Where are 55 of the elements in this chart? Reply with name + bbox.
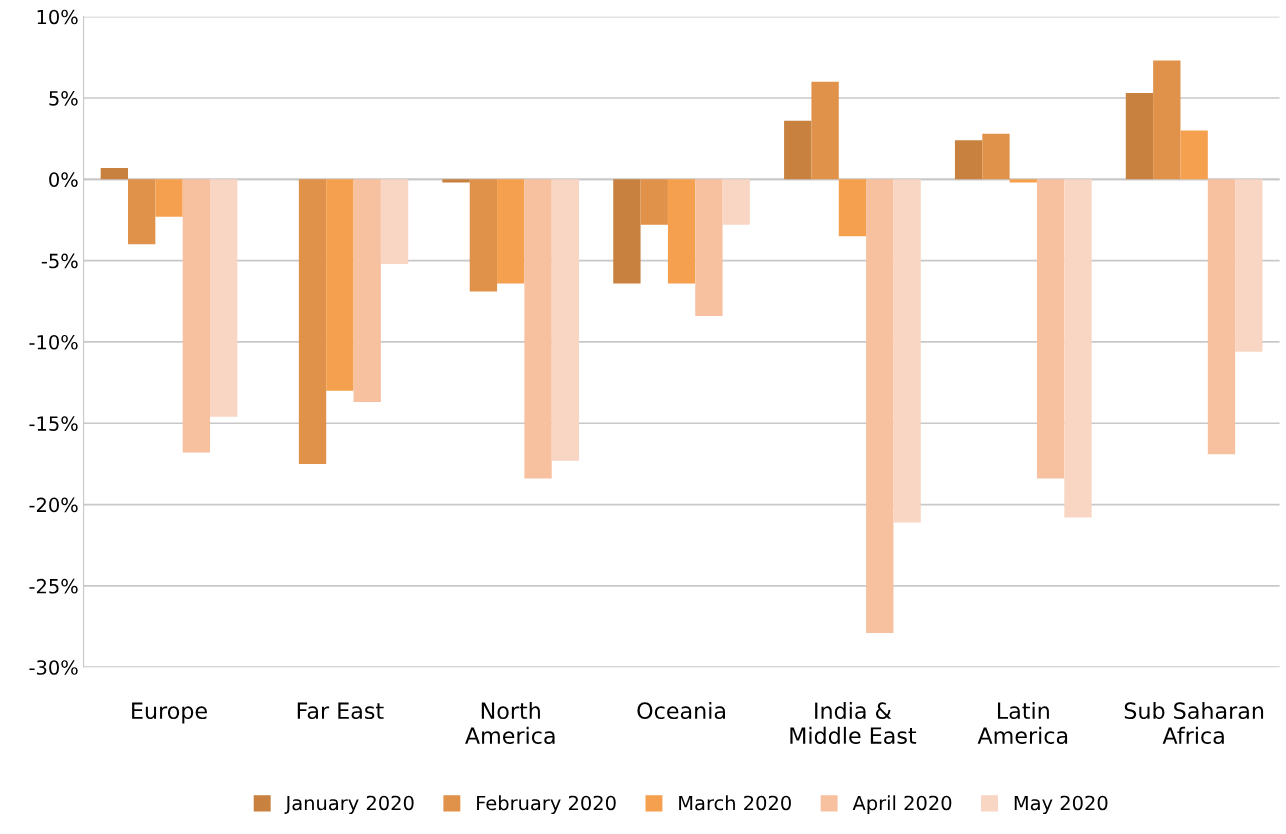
bar	[155, 179, 183, 217]
x-tick-label: Latin America	[977, 701, 1068, 745]
y-tick-label: -10%	[29, 334, 78, 350]
bar	[1009, 179, 1037, 183]
bar	[722, 179, 750, 225]
legend-label: January 2020	[284, 795, 414, 815]
y-tick-label: 0%	[49, 172, 78, 187]
bar	[524, 179, 552, 479]
bar	[1207, 179, 1236, 455]
y-tick-label: -20%	[29, 497, 78, 513]
bar	[838, 179, 867, 237]
bar	[469, 179, 498, 292]
y-tick-label: -30%	[29, 660, 78, 675]
bar	[1235, 179, 1263, 352]
bar	[442, 179, 470, 183]
y-tick-label: -25%	[29, 578, 78, 594]
bar	[1153, 60, 1181, 180]
y-tick-label: -5%	[41, 253, 78, 269]
legend-label: April 2020	[852, 795, 952, 815]
bar	[695, 179, 723, 316]
bar	[954, 140, 983, 180]
bar	[497, 179, 525, 284]
legend-label: March 2020	[679, 795, 791, 811]
bar	[1125, 93, 1154, 180]
bar	[613, 179, 641, 284]
bar	[811, 81, 839, 180]
x-tick-label: North America	[465, 701, 555, 745]
bar	[128, 179, 156, 245]
bar	[982, 133, 1010, 180]
x-tick-label: Sub Saharan Africa	[1124, 701, 1264, 745]
bar	[1036, 179, 1065, 479]
bar	[326, 179, 354, 391]
x-tick-label: Europe	[132, 702, 207, 724]
bar	[100, 167, 129, 180]
x-tick-label: Oceania	[637, 701, 725, 720]
bar	[893, 179, 921, 523]
x-tick-label: Far East	[297, 702, 384, 720]
bar	[210, 179, 238, 417]
bar	[298, 179, 327, 464]
bar	[182, 179, 211, 453]
legend-label: May 2020	[1014, 795, 1108, 815]
bar	[640, 179, 668, 225]
bar	[667, 179, 696, 284]
x-tick-label: India & Middle East	[790, 701, 917, 745]
legend-label: February 2020	[477, 795, 616, 815]
y-tick-label: 5%	[49, 90, 78, 106]
bar	[784, 120, 812, 180]
y-tick-label: -15%	[29, 416, 78, 431]
bar	[551, 179, 580, 461]
bar	[1064, 179, 1092, 518]
bar	[866, 179, 894, 634]
bar	[380, 179, 409, 264]
bar	[1180, 130, 1208, 180]
y-tick-label: 10%	[37, 9, 78, 25]
bar	[353, 179, 381, 403]
